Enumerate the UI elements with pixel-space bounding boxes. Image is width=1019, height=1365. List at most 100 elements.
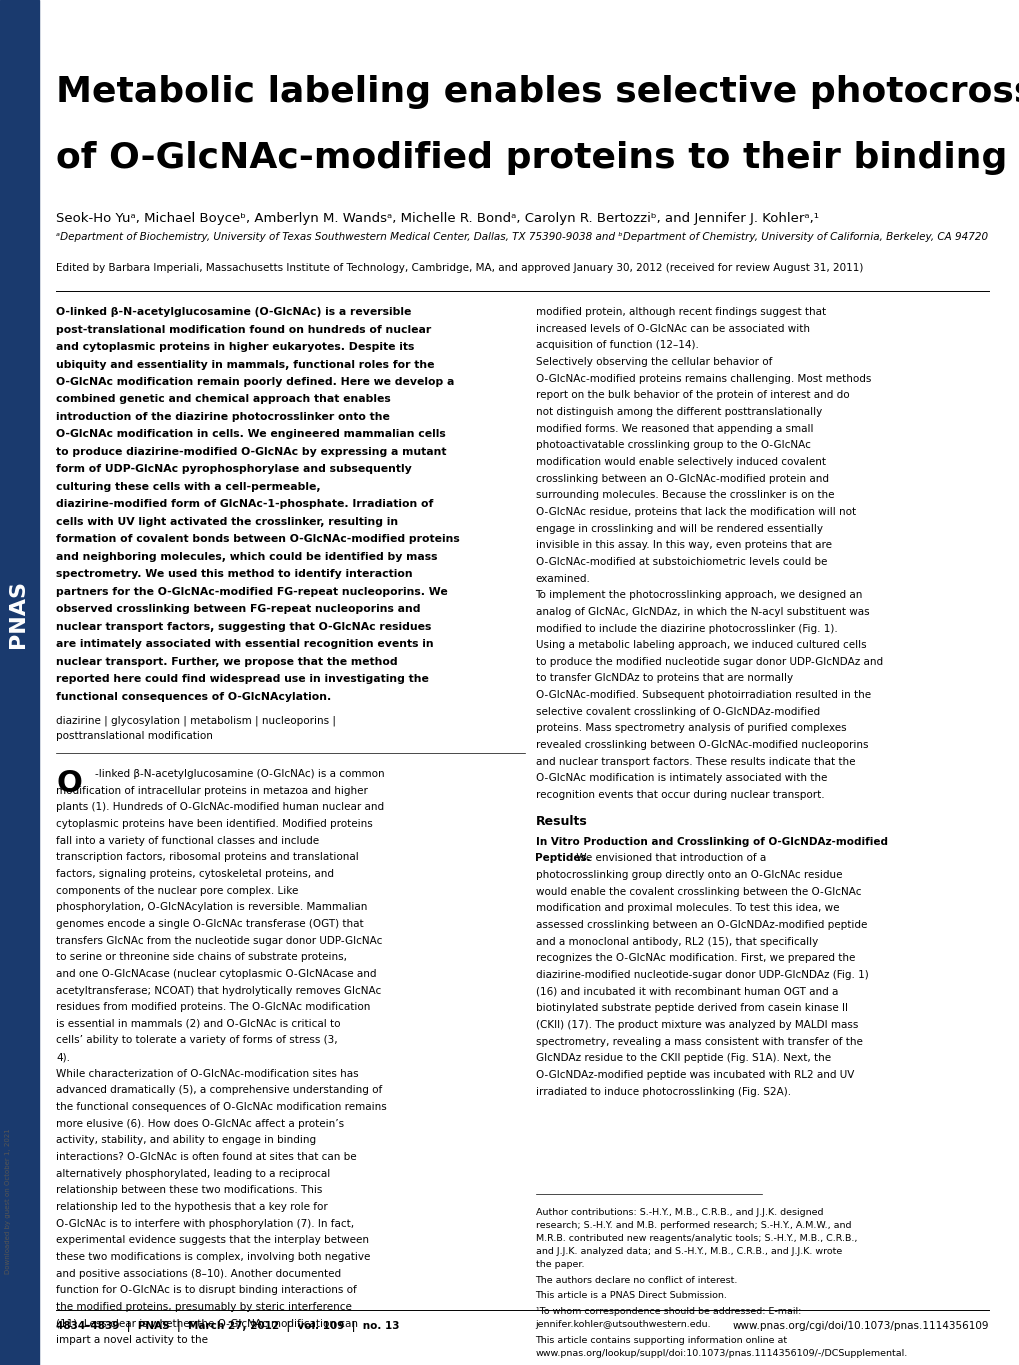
Text: report on the bulk behavior of the protein of interest and do: report on the bulk behavior of the prote… [535,390,848,400]
Text: and positive associations (8–10). Another documented: and positive associations (8–10). Anothe… [56,1268,341,1279]
Text: M.R.B. contributed new reagents/analytic tools; S.-H.Y., M.B., C.R.B.,: M.R.B. contributed new reagents/analytic… [535,1234,856,1244]
Text: spectrometry. We used this method to identify interaction: spectrometry. We used this method to ide… [56,569,413,579]
Text: GlcNDAz residue to the CKII peptide (Fig. S1A). Next, the: GlcNDAz residue to the CKII peptide (Fig… [535,1054,829,1063]
Text: to produce the modified nucleotide sugar donor UDP-GlcNDAz and: to produce the modified nucleotide sugar… [535,657,881,667]
Text: modified forms. We reasoned that appending a small: modified forms. We reasoned that appendi… [535,423,812,434]
Text: crosslinking between an O-GlcNAc-modified protein and: crosslinking between an O-GlcNAc-modifie… [535,474,827,483]
Text: 4).: 4). [56,1052,70,1062]
Text: -linked β-N-acetylglucosamine (O-GlcNAc) is a common: -linked β-N-acetylglucosamine (O-GlcNAc)… [95,768,384,779]
Text: these two modifications is complex, involving both negative: these two modifications is complex, invo… [56,1252,370,1263]
Text: Selectively observing the cellular behavior of: Selectively observing the cellular behav… [535,358,771,367]
Text: Seok-Ho Yuᵃ, Michael Boyceᵇ, Amberlyn M. Wandsᵃ, Michelle R. Bondᵃ, Carolyn R. B: Seok-Ho Yuᵃ, Michael Boyceᵇ, Amberlyn M.… [56,212,818,225]
Text: observed crosslinking between FG-repeat nucleoporins and: observed crosslinking between FG-repeat … [56,605,420,614]
Text: Downloaded by guest on October 1, 2021: Downloaded by guest on October 1, 2021 [5,1129,11,1274]
Text: (CKII) (17). The product mixture was analyzed by MALDI mass: (CKII) (17). The product mixture was ana… [535,1020,857,1031]
Bar [0,0,39,1365]
Text: O-linked β-N-acetylglucosamine (O-GlcNAc) is a reversible: O-linked β-N-acetylglucosamine (O-GlcNAc… [56,307,411,317]
Text: The authors declare no conflict of interest.: The authors declare no conflict of inter… [535,1275,737,1284]
Text: form of UDP-GlcNAc pyrophosphorylase and subsequently: form of UDP-GlcNAc pyrophosphorylase and… [56,464,412,475]
Text: O-GlcNAc modification in cells. We engineered mammalian cells: O-GlcNAc modification in cells. We engin… [56,430,445,440]
Text: transcription factors, ribosomal proteins and translational: transcription factors, ribosomal protein… [56,852,359,863]
Text: are intimately associated with essential recognition events in: are intimately associated with essential… [56,639,433,650]
Text: engage in crosslinking and will be rendered essentially: engage in crosslinking and will be rende… [535,524,821,534]
Text: O-GlcNAc-modified proteins remains challenging. Most methods: O-GlcNAc-modified proteins remains chall… [535,374,870,384]
Text: acetyltransferase; NCOAT) that hydrolytically removes GlcNAc: acetyltransferase; NCOAT) that hydrolyti… [56,986,381,995]
Text: jennifer.kohler@utsouthwestern.edu.: jennifer.kohler@utsouthwestern.edu. [535,1320,710,1330]
Text: function for O-GlcNAc is to disrupt binding interactions of: function for O-GlcNAc is to disrupt bind… [56,1286,357,1295]
Text: relationship between these two modifications. This: relationship between these two modificat… [56,1185,322,1196]
Text: phosphorylation, O-GlcNAcylation is reversible. Mammalian: phosphorylation, O-GlcNAcylation is reve… [56,902,367,912]
Text: to produce diazirine-modified O-GlcNAc by expressing a mutant: to produce diazirine-modified O-GlcNAc b… [56,446,446,457]
Text: advanced dramatically (5), a comprehensive understanding of: advanced dramatically (5), a comprehensi… [56,1085,382,1096]
Text: irradiated to induce photocrosslinking (Fig. S2A).: irradiated to induce photocrosslinking (… [535,1087,790,1096]
Text: would enable the covalent crosslinking between the O-GlcNAc: would enable the covalent crosslinking b… [535,887,860,897]
Text: We envisioned that introduction of a: We envisioned that introduction of a [573,853,766,864]
Text: activity, stability, and ability to engage in binding: activity, stability, and ability to enga… [56,1136,316,1145]
Text: Edited by Barbara Imperiali, Massachusetts Institute of Technology, Cambridge, M: Edited by Barbara Imperiali, Massachuset… [56,263,863,273]
Text: more elusive (6). How does O-GlcNAc affect a protein’s: more elusive (6). How does O-GlcNAc affe… [56,1119,343,1129]
Text: nuclear transport. Further, we propose that the method: nuclear transport. Further, we propose t… [56,657,397,666]
Text: O-GlcNAc modification is intimately associated with the: O-GlcNAc modification is intimately asso… [535,774,826,784]
Text: and cytoplasmic proteins in higher eukaryotes. Despite its: and cytoplasmic proteins in higher eukar… [56,343,414,352]
Text: (16) and incubated it with recombinant human OGT and a: (16) and incubated it with recombinant h… [535,987,837,996]
Text: diazirine-modified form of GlcNAc-1-phosphate. Irradiation of: diazirine-modified form of GlcNAc-1-phos… [56,500,433,509]
Text: cells’ ability to tolerate a variety of forms of stress (3,: cells’ ability to tolerate a variety of … [56,1036,337,1046]
Text: research; S.-H.Y. and M.B. performed research; S.-H.Y., A.M.W., and: research; S.-H.Y. and M.B. performed res… [535,1220,850,1230]
Text: ¹To whom correspondence should be addressed: E-mail:: ¹To whom correspondence should be addres… [535,1308,800,1316]
Text: O-GlcNAc modification remain poorly defined. Here we develop a: O-GlcNAc modification remain poorly defi… [56,377,454,388]
Text: Results: Results [535,815,587,829]
Text: O-GlcNAc-modified at substoichiometric levels could be: O-GlcNAc-modified at substoichiometric l… [535,557,826,566]
Text: Peptides.: Peptides. [535,853,591,864]
Text: PNAS: PNAS [8,580,29,648]
Text: and a monoclonal antibody, RL2 (15), that specifically: and a monoclonal antibody, RL2 (15), tha… [535,936,817,947]
Text: and J.J.K. analyzed data; and S.-H.Y., M.B., C.R.B., and J.J.K. wrote: and J.J.K. analyzed data; and S.-H.Y., M… [535,1248,841,1256]
Text: combined genetic and chemical approach that enables: combined genetic and chemical approach t… [56,394,390,404]
Text: increased levels of O-GlcNAc can be associated with: increased levels of O-GlcNAc can be asso… [535,324,809,334]
Text: functional consequences of O-GlcNAcylation.: functional consequences of O-GlcNAcylati… [56,692,331,702]
Text: O-GlcNAc is to interfere with phosphorylation (7). In fact,: O-GlcNAc is to interfere with phosphoryl… [56,1219,354,1228]
Text: modification would enable selectively induced covalent: modification would enable selectively in… [535,457,824,467]
Text: cells with UV light activated the crosslinker, resulting in: cells with UV light activated the crossl… [56,517,397,527]
Text: posttranslational modification: posttranslational modification [56,730,213,741]
Text: residues from modified proteins. The O-GlcNAc modification: residues from modified proteins. The O-G… [56,1002,370,1013]
Text: recognition events that occur during nuclear transport.: recognition events that occur during nuc… [535,790,823,800]
Text: the modified proteins, presumably by steric interference: the modified proteins, presumably by ste… [56,1302,352,1312]
Text: This article contains supporting information online at: This article contains supporting informa… [535,1335,787,1345]
Text: O-GlcNDAz-modified peptide was incubated with RL2 and UV: O-GlcNDAz-modified peptide was incubated… [535,1070,853,1080]
Text: While characterization of O-GlcNAc-modification sites has: While characterization of O-GlcNAc-modif… [56,1069,359,1078]
Text: culturing these cells with a cell-permeable,: culturing these cells with a cell-permea… [56,482,320,491]
Text: formation of covalent bonds between O-GlcNAc-modified proteins: formation of covalent bonds between O-Gl… [56,534,460,545]
Text: www.pnas.org/cgi/doi/10.1073/pnas.1114356109: www.pnas.org/cgi/doi/10.1073/pnas.111435… [733,1321,988,1331]
Text: Author contributions: S.-H.Y., M.B., C.R.B., and J.J.K. designed: Author contributions: S.-H.Y., M.B., C.R… [535,1208,822,1218]
Text: reported here could find widespread use in investigating the: reported here could find widespread use … [56,674,429,684]
Text: 4834–4839  |  PNAS  |  March 27, 2012  |  vol. 109  |  no. 13: 4834–4839 | PNAS | March 27, 2012 | vol.… [56,1321,399,1332]
Text: diazirine-modified nucleotide-sugar donor UDP-GlcNDAz (Fig. 1): diazirine-modified nucleotide-sugar dono… [535,971,867,980]
Text: cytoplasmic proteins have been identified. Modified proteins: cytoplasmic proteins have been identifie… [56,819,373,829]
Text: biotinylated substrate peptide derived from casein kinase II: biotinylated substrate peptide derived f… [535,1003,847,1013]
Text: revealed crosslinking between O-GlcNAc-modified nucleoporins: revealed crosslinking between O-GlcNAc-m… [535,740,867,751]
Text: alternatively phosphorylated, leading to a reciprocal: alternatively phosphorylated, leading to… [56,1168,330,1179]
Text: modification and proximal molecules. To test this idea, we: modification and proximal molecules. To … [535,904,839,913]
Text: O: O [56,768,82,799]
Text: proteins. Mass spectrometry analysis of purified complexes: proteins. Mass spectrometry analysis of … [535,723,846,733]
Text: experimental evidence suggests that the interplay between: experimental evidence suggests that the … [56,1235,369,1245]
Text: photoactivatable crosslinking group to the O-GlcNAc: photoactivatable crosslinking group to t… [535,441,809,450]
Text: post-translational modification found on hundreds of nuclear: post-translational modification found on… [56,325,431,334]
Text: the functional consequences of O-GlcNAc modification remains: the functional consequences of O-GlcNAc … [56,1102,386,1112]
Text: Metabolic labeling enables selective photocrosslinking: Metabolic labeling enables selective pho… [56,75,1019,109]
Text: and nuclear transport factors. These results indicate that the: and nuclear transport factors. These res… [535,756,854,767]
Text: recognizes the O-GlcNAc modification. First, we prepared the: recognizes the O-GlcNAc modification. Fi… [535,953,854,964]
Text: O-GlcNAc residue, proteins that lack the modification will not: O-GlcNAc residue, proteins that lack the… [535,506,855,517]
Text: To implement the photocrosslinking approach, we designed an: To implement the photocrosslinking appro… [535,590,862,601]
Text: of O-GlcNAc-modified proteins to their binding partners: of O-GlcNAc-modified proteins to their b… [56,141,1019,175]
Text: spectrometry, revealing a mass consistent with transfer of the: spectrometry, revealing a mass consisten… [535,1036,861,1047]
Text: to transfer GlcNDAz to proteins that are normally: to transfer GlcNDAz to proteins that are… [535,673,792,684]
Text: interactions? O-GlcNAc is often found at sites that can be: interactions? O-GlcNAc is often found at… [56,1152,357,1162]
Text: is essential in mammals (2) and O-GlcNAc is critical to: is essential in mammals (2) and O-GlcNAc… [56,1018,340,1029]
Text: ubiquity and essentiality in mammals, functional roles for the: ubiquity and essentiality in mammals, fu… [56,359,434,370]
Text: to serine or threonine side chains of substrate proteins,: to serine or threonine side chains of su… [56,953,346,962]
Text: modified to include the diazirine photocrosslinker (Fig. 1).: modified to include the diazirine photoc… [535,624,837,633]
Text: modified protein, although recent findings suggest that: modified protein, although recent findin… [535,307,824,317]
Text: www.pnas.org/lookup/suppl/doi:10.1073/pnas.1114356109/-/DCSupplemental.: www.pnas.org/lookup/suppl/doi:10.1073/pn… [535,1349,907,1358]
Text: (11). Less clear is whether the O-GlcNAc modification can: (11). Less clear is whether the O-GlcNAc… [56,1319,358,1328]
